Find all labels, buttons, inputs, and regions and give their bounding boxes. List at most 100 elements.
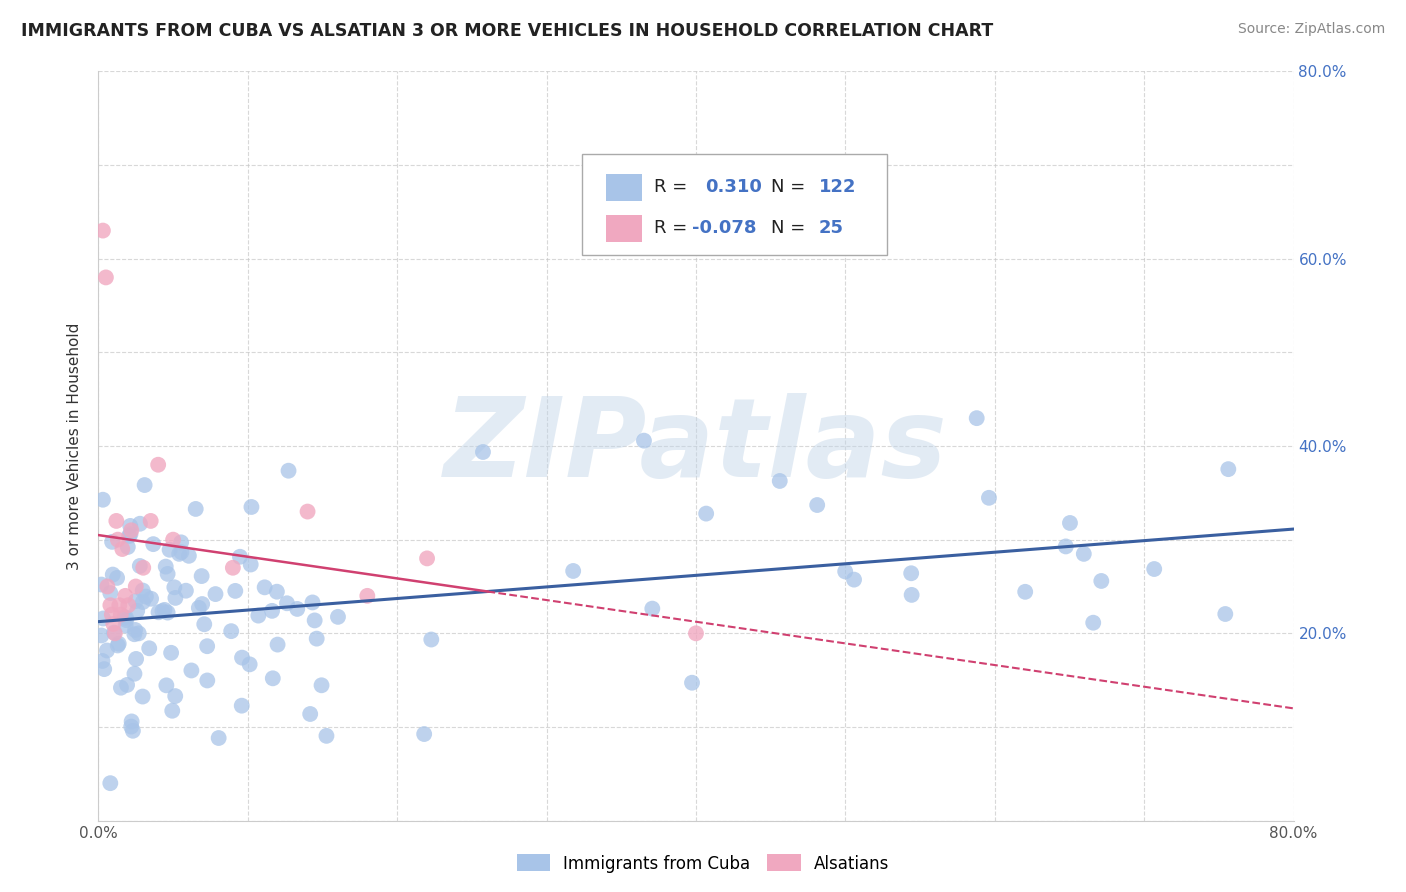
Point [103, 617, 125, 632]
Point [108, 599, 131, 613]
Point [139, 514, 162, 528]
Point [132, 561, 155, 575]
Text: 122: 122 [820, 178, 856, 196]
Point [131, 583, 153, 598]
Point [1090, 574, 1112, 588]
Point [239, 558, 262, 572]
Point [148, 458, 170, 472]
Point [285, 602, 308, 616]
Point [115, 613, 138, 627]
Point [681, 675, 703, 690]
Point [125, 580, 148, 594]
Point [1213, 607, 1236, 621]
Point [98, 776, 121, 790]
Point [204, 587, 226, 601]
Point [121, 714, 143, 729]
Point [124, 627, 146, 641]
Point [96, 580, 118, 594]
Point [105, 514, 128, 528]
Point [187, 600, 209, 615]
Point [139, 591, 162, 606]
Point [305, 632, 328, 646]
Point [107, 533, 129, 547]
Point [148, 605, 170, 619]
Point [266, 584, 288, 599]
Point [222, 561, 245, 575]
Y-axis label: 3 or more Vehicles in Household: 3 or more Vehicles in Household [67, 322, 83, 570]
Point [124, 594, 146, 608]
Point [124, 623, 146, 637]
Point [115, 678, 138, 692]
Point [117, 540, 139, 554]
Point [110, 607, 132, 622]
Point [98, 599, 122, 613]
Point [111, 542, 134, 557]
Point [229, 549, 252, 564]
Point [253, 580, 276, 594]
Point [326, 610, 349, 624]
Point [110, 681, 132, 695]
Point [311, 678, 333, 692]
Point [127, 604, 149, 618]
Point [1218, 462, 1240, 476]
Point [304, 614, 326, 628]
Point [177, 549, 200, 563]
Point [1083, 615, 1105, 630]
Point [170, 545, 193, 559]
Point [107, 639, 129, 653]
Point [117, 599, 139, 613]
Point [562, 564, 585, 578]
Point [977, 491, 1000, 505]
Point [356, 589, 378, 603]
Point [190, 569, 212, 583]
Point [842, 573, 865, 587]
Point [90, 577, 112, 591]
Point [142, 537, 165, 551]
Point [1014, 584, 1036, 599]
Point [115, 610, 138, 624]
Point [966, 411, 988, 425]
Point [90, 628, 112, 642]
Point [180, 664, 202, 678]
Point [900, 588, 922, 602]
Point [695, 507, 717, 521]
Point [93, 662, 115, 676]
Point [120, 519, 142, 533]
Point [101, 567, 124, 582]
Point [1143, 562, 1166, 576]
Text: N =: N = [772, 178, 806, 196]
Point [420, 632, 443, 647]
FancyBboxPatch shape [606, 174, 643, 201]
Point [208, 731, 231, 745]
Point [124, 666, 146, 681]
Point [105, 571, 128, 585]
Point [156, 606, 179, 620]
Point [1059, 516, 1081, 530]
Point [184, 502, 207, 516]
Point [107, 637, 129, 651]
FancyBboxPatch shape [606, 215, 643, 242]
Point [122, 723, 145, 738]
Point [260, 604, 283, 618]
Point [101, 534, 124, 549]
Point [152, 604, 174, 618]
Point [91, 654, 114, 668]
Point [193, 617, 215, 632]
Point [174, 583, 197, 598]
Point [94, 270, 117, 285]
Point [1073, 547, 1095, 561]
Point [262, 671, 284, 685]
Point [114, 589, 136, 603]
Point [167, 547, 190, 561]
Text: N =: N = [772, 219, 806, 237]
Point [416, 551, 439, 566]
Point [129, 516, 152, 531]
Point [219, 624, 242, 639]
Text: R =: R = [654, 219, 688, 237]
Point [162, 704, 184, 718]
Point [131, 690, 153, 704]
Point [239, 657, 262, 672]
Point [120, 524, 142, 538]
Point [155, 559, 177, 574]
Point [315, 729, 337, 743]
